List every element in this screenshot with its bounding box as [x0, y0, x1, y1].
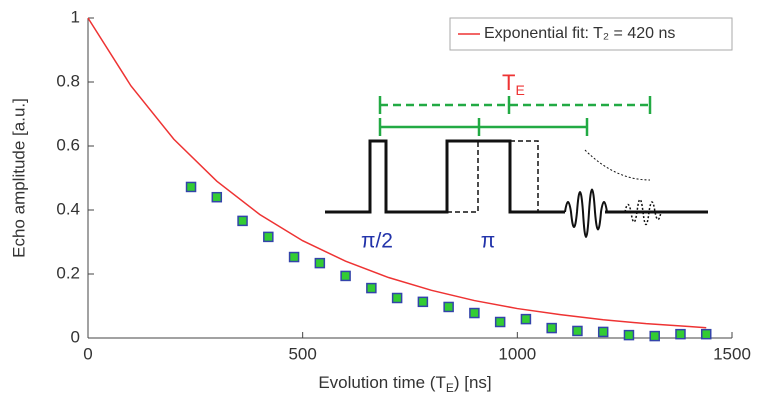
legend-label: Exponential fit: T₂ = 420 ns: [484, 25, 675, 42]
data-point: [340, 270, 351, 282]
y-tick-label: 0.8: [56, 71, 80, 90]
fit-line: [87, 17, 707, 329]
echo-time-label: TE: [502, 70, 525, 98]
x-tick-label: 1000: [498, 344, 536, 363]
pulse-90-label: π/2: [361, 230, 393, 253]
data-point: [185, 181, 197, 193]
data-point: [288, 251, 300, 263]
data-point: [700, 328, 712, 340]
data-point: [546, 322, 557, 334]
data-point: [572, 325, 583, 337]
y-tick-label: 0.6: [56, 135, 80, 154]
data-point: [623, 329, 635, 341]
data-point: [494, 316, 506, 328]
data-point: [597, 326, 609, 338]
x-tick-label: 1500: [713, 344, 751, 363]
data-point: [211, 191, 223, 203]
legend: [449, 17, 733, 51]
x-tick-label: 0: [83, 344, 92, 363]
data-point: [675, 328, 686, 340]
x-axis-label: Evolution time (TE) [ns]: [318, 373, 491, 395]
data-point: [237, 215, 248, 227]
data-point: [391, 292, 403, 304]
y-tick-label: 1: [71, 7, 80, 26]
pulse-diagram: [325, 96, 708, 238]
pulse-180-label: π: [481, 230, 496, 253]
data-point: [263, 231, 274, 243]
y-tick-label: 0.2: [56, 263, 80, 282]
data-point: [314, 257, 326, 269]
data-point: [366, 282, 377, 294]
y-axis-label: Echo amplitude [a.u.]: [9, 98, 28, 258]
x-tick-label: 500: [288, 344, 316, 363]
y-tick-label: 0: [71, 327, 80, 346]
data-point: [443, 301, 454, 313]
data-point: [469, 307, 480, 319]
y-tick-label: 0.4: [56, 199, 80, 218]
data-point: [417, 296, 429, 308]
data-point: [649, 330, 660, 342]
data-point: [520, 313, 532, 325]
